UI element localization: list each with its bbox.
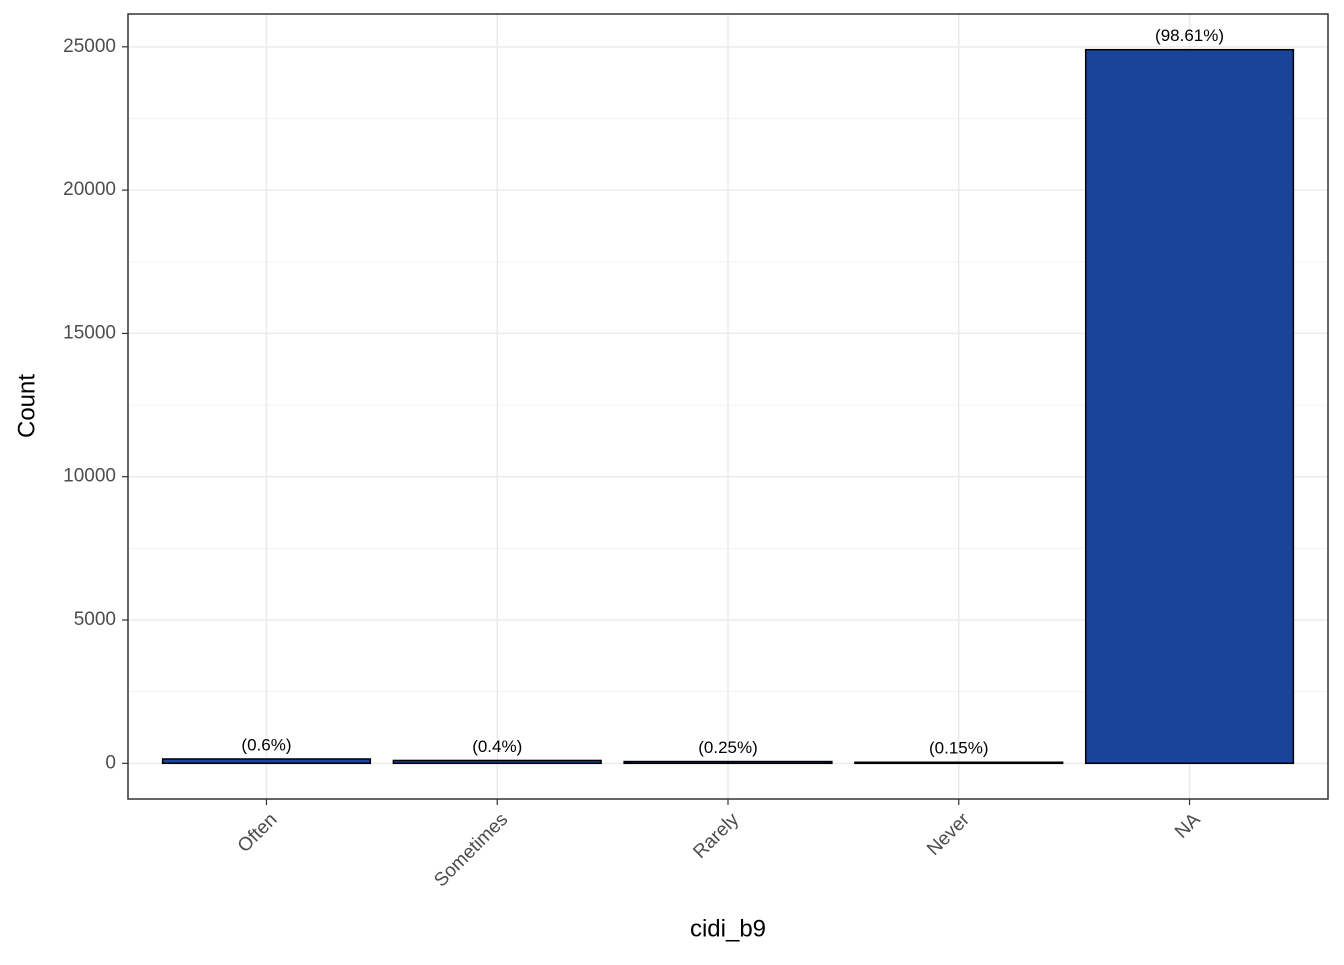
y-tick-label: 0 (105, 752, 116, 773)
y-tick-label: 5000 (74, 609, 116, 630)
y-tick-label: 20000 (63, 179, 116, 200)
value-label: (98.61%) (1155, 26, 1224, 45)
bar (392, 759, 602, 765)
value-label: (0.25%) (698, 738, 758, 757)
y-tick-label: 25000 (63, 36, 116, 57)
value-label: (0.4%) (472, 737, 522, 756)
value-label: (0.6%) (241, 735, 291, 754)
value-label: (0.15%) (929, 739, 989, 758)
y-axis-title: Count (13, 374, 40, 438)
bar (854, 761, 1064, 765)
bar (623, 760, 833, 765)
bar (1084, 48, 1295, 765)
x-axis-title: cidi_b9 (690, 915, 766, 942)
y-tick-label: 10000 (63, 466, 116, 487)
y-tick-label: 15000 (63, 322, 116, 343)
panel-border (127, 13, 1329, 800)
bar (161, 758, 372, 765)
